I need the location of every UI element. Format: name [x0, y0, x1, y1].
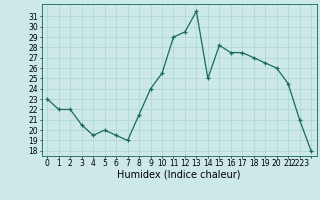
X-axis label: Humidex (Indice chaleur): Humidex (Indice chaleur) [117, 170, 241, 180]
